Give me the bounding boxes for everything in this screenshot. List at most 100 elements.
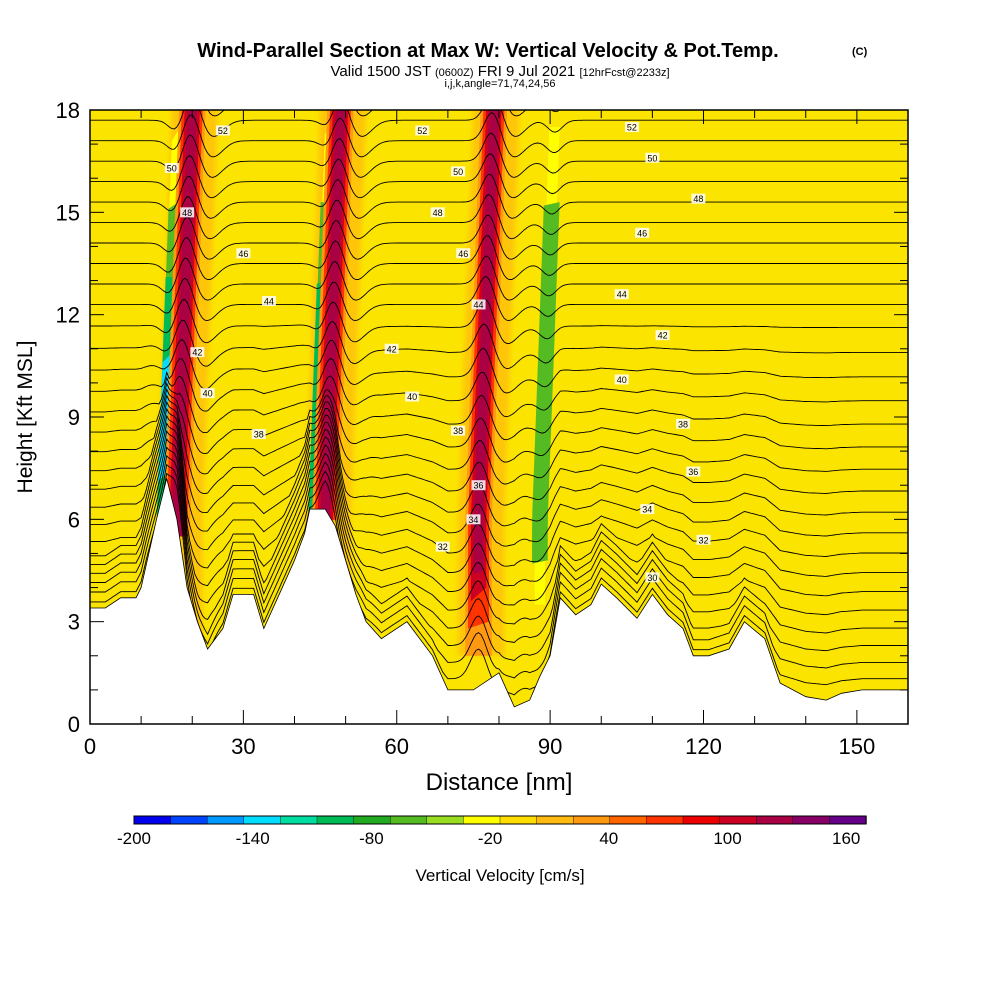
contour-label-text: 32 bbox=[438, 542, 448, 552]
contour-label-bg bbox=[384, 343, 399, 354]
theta-contours bbox=[90, 110, 908, 696]
contour-label-text: 34 bbox=[642, 505, 652, 515]
colorbar-swatch bbox=[792, 815, 831, 825]
contour-label-text: 46 bbox=[637, 228, 647, 238]
contour-label-text: 40 bbox=[617, 375, 627, 385]
contour-label-9: 46 bbox=[236, 248, 251, 259]
copyright-mark: (C) bbox=[852, 46, 868, 58]
colorbar-swatch bbox=[682, 815, 721, 825]
colorbar-swatch bbox=[573, 815, 611, 825]
colorbar-swatch bbox=[243, 815, 282, 825]
contour-label-15: 42 bbox=[190, 347, 205, 358]
contour-label-text: 36 bbox=[688, 467, 698, 477]
subtitle-fcst: [12hrFcst@2233z] bbox=[579, 67, 669, 79]
theta-contour-5 bbox=[90, 429, 908, 606]
colorbar-swatch bbox=[426, 815, 465, 825]
contour-label-2: 52 bbox=[624, 122, 639, 133]
colorbar-swatch bbox=[390, 815, 428, 825]
colorbar-frame bbox=[133, 815, 867, 825]
contour-label-text: 40 bbox=[203, 389, 213, 399]
contour-label-bg bbox=[691, 193, 706, 204]
colorbar-swatch bbox=[719, 815, 757, 825]
theta-contour-15 bbox=[90, 338, 908, 394]
theta-contour-14 bbox=[90, 357, 908, 418]
x-tick-label: 150 bbox=[839, 734, 876, 759]
colorbar-swatch bbox=[280, 815, 318, 825]
theta-contour-21 bbox=[90, 214, 908, 260]
chart-params: i,j,k,angle=71,74,24,56 bbox=[444, 78, 555, 90]
theta-contour-13 bbox=[90, 375, 908, 441]
theta-contour-10 bbox=[90, 394, 908, 506]
colorbar-tick-label: -20 bbox=[478, 829, 503, 848]
contour-label-25: 36 bbox=[686, 466, 701, 477]
theta-contour-11 bbox=[90, 387, 908, 485]
contour-label-text: 50 bbox=[167, 163, 177, 173]
contour-label-text: 32 bbox=[698, 535, 708, 545]
y-tick-label: 6 bbox=[68, 507, 80, 532]
contour-label-19: 40 bbox=[405, 391, 420, 402]
x-tick-label: 120 bbox=[685, 734, 722, 759]
colorbar-swatch bbox=[756, 815, 794, 825]
y-tick-label: 18 bbox=[56, 98, 80, 123]
theta-contour-9 bbox=[90, 400, 908, 527]
contour-label-text: 46 bbox=[458, 249, 468, 259]
contour-label-16: 42 bbox=[384, 343, 399, 354]
contour-label-bg bbox=[451, 425, 466, 436]
theta-contour-6 bbox=[90, 422, 908, 587]
contour-label-11: 46 bbox=[635, 227, 650, 238]
contour-label-7: 48 bbox=[430, 207, 445, 218]
colorbar-swatch bbox=[316, 815, 355, 825]
contour-label-8: 48 bbox=[691, 193, 706, 204]
contour-label-bg bbox=[466, 514, 481, 525]
contour-label-text: 34 bbox=[468, 515, 478, 525]
contour-label-text: 52 bbox=[417, 126, 427, 136]
colorbar-swatch bbox=[133, 815, 172, 825]
theta-contour-25 bbox=[90, 132, 908, 178]
contour-label-30: 30 bbox=[645, 572, 660, 583]
contour-label-text: 50 bbox=[647, 153, 657, 163]
contour-label-text: 52 bbox=[218, 126, 228, 136]
contour-label-14: 44 bbox=[614, 289, 629, 300]
theta-contour-19 bbox=[90, 255, 908, 301]
x-tick-label: 30 bbox=[231, 734, 255, 759]
contour-label-text: 42 bbox=[387, 344, 397, 354]
updraft-band-2-3 bbox=[473, 110, 499, 574]
colorbar-tick-label: 160 bbox=[832, 829, 860, 848]
contour-label-0: 52 bbox=[215, 125, 230, 136]
contour-label-1: 52 bbox=[415, 125, 430, 136]
contour-label-bg bbox=[645, 572, 660, 583]
theta-contour-3 bbox=[90, 446, 908, 643]
y-tick-label: 3 bbox=[68, 610, 80, 635]
theta-contour-1 bbox=[90, 463, 908, 679]
contour-label-bg bbox=[435, 541, 450, 552]
contour-label-bg bbox=[471, 480, 486, 491]
theta-contour-23 bbox=[90, 173, 908, 219]
contour-label-28: 32 bbox=[435, 541, 450, 552]
contour-label-bg bbox=[676, 418, 691, 429]
contour-label-text: 42 bbox=[658, 331, 668, 341]
contour-label-bg bbox=[640, 504, 655, 515]
colorbar-swatch bbox=[499, 815, 538, 825]
contour-label-bg bbox=[614, 289, 629, 300]
subtitle-valid: Valid 1500 JST bbox=[331, 63, 431, 80]
theta-contour-2 bbox=[90, 454, 908, 662]
plot-area: 52 52 52 50 50 50 48 48 48 46 46 46 44 44 44 42 42 42 40 40… bbox=[90, 110, 908, 724]
colorbar-tick-label: -200 bbox=[117, 829, 151, 848]
contour-label-bg bbox=[614, 374, 629, 385]
colorbar-swatch bbox=[170, 815, 208, 825]
contour-label-text: 44 bbox=[474, 300, 484, 310]
contour-label-17: 42 bbox=[655, 330, 670, 341]
contour-label-bg bbox=[215, 125, 230, 136]
contour-label-bg bbox=[471, 299, 486, 310]
colorbar-tick-label: -140 bbox=[236, 829, 270, 848]
colorbar-tick-label: 100 bbox=[713, 829, 741, 848]
contour-label-5: 50 bbox=[645, 152, 660, 163]
x-tick-label: 60 bbox=[385, 734, 409, 759]
contour-label-bg bbox=[405, 391, 420, 402]
contour-label-text: 38 bbox=[453, 426, 463, 436]
contour-label-text: 52 bbox=[627, 123, 637, 133]
theta-contour-4 bbox=[90, 438, 908, 625]
contour-label-bg bbox=[624, 122, 639, 133]
contour-label-text: 40 bbox=[407, 392, 417, 402]
